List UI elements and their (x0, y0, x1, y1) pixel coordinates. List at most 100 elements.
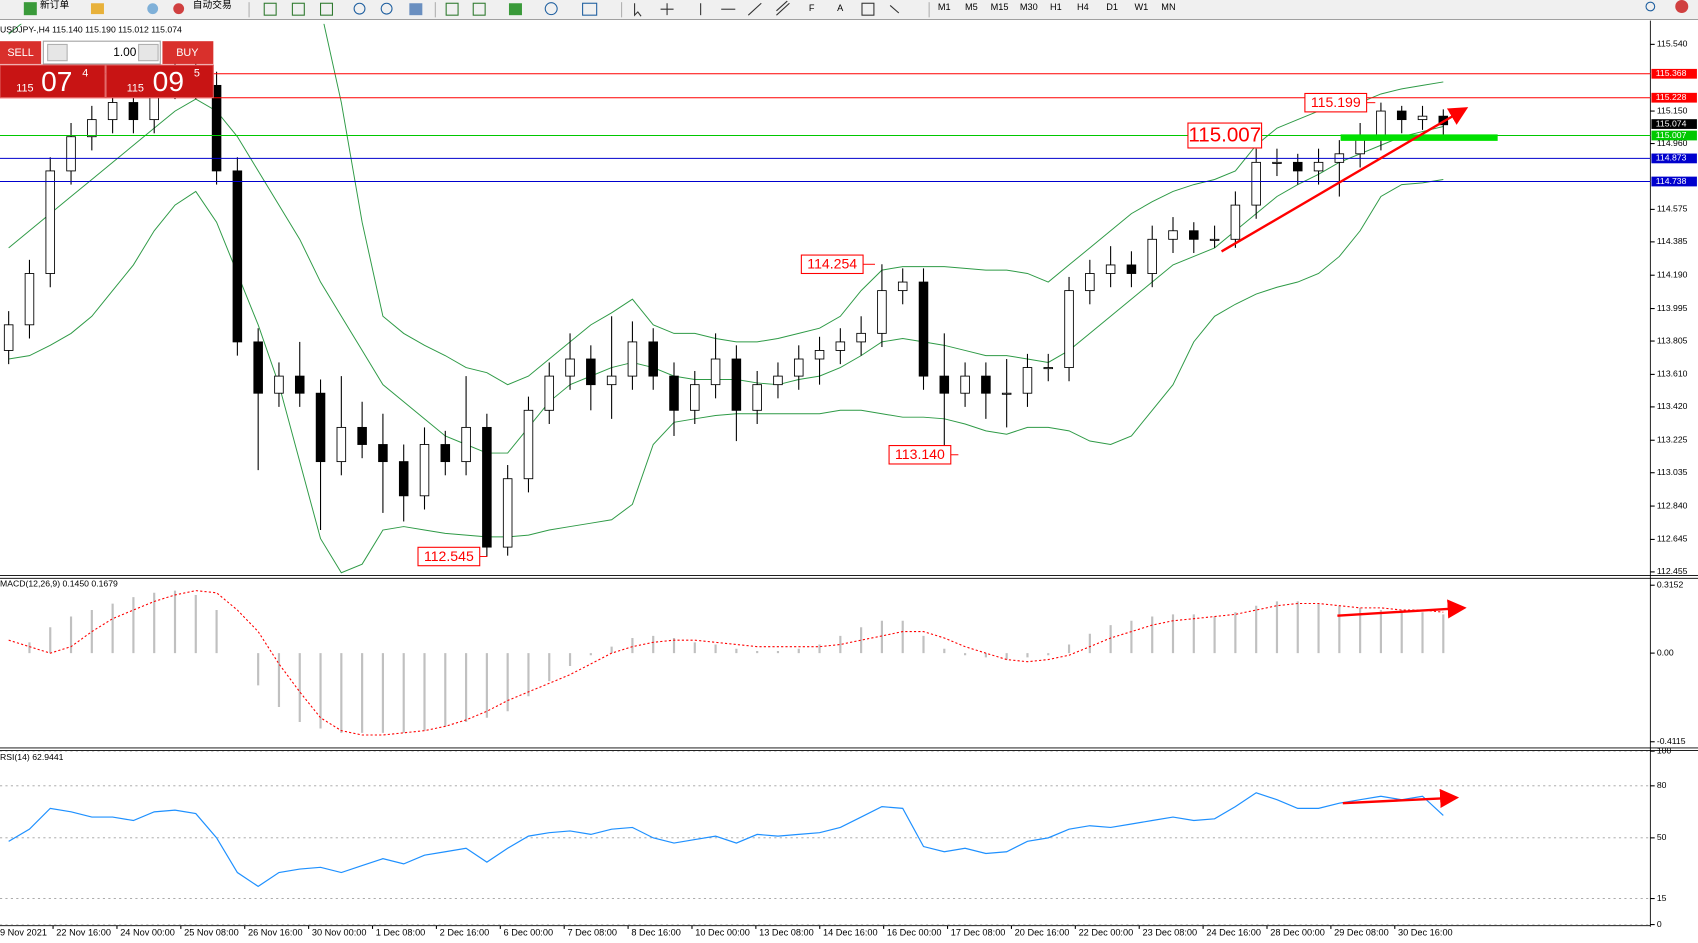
candle-body (544, 375, 555, 411)
notification-icon[interactable] (1675, 0, 1689, 14)
timeframe-button[interactable]: H4 (1077, 2, 1089, 12)
candle-body (440, 444, 451, 463)
new-order-button[interactable]: 新订单 (40, 0, 69, 11)
crosshair-tool[interactable] (660, 3, 674, 16)
toolbar-icon[interactable] (319, 2, 333, 16)
candle-body (461, 426, 471, 463)
chart-window (0, 20, 1698, 943)
rsi-line (8, 792, 1444, 888)
timeframe-button[interactable]: M5 (965, 2, 978, 12)
timeframe-button[interactable]: D1 (1106, 2, 1118, 12)
candle-body (1209, 238, 1220, 241)
auto-trading-icon[interactable] (173, 3, 185, 15)
channel-tool[interactable] (776, 0, 790, 16)
candle-body (336, 426, 347, 463)
timeframe-button[interactable]: MN (1161, 2, 1175, 12)
auto-trading-button[interactable]: 自动交易 (193, 0, 232, 11)
annotation-box (800, 254, 864, 275)
pane (8, 590, 1445, 736)
lot-input[interactable] (42, 40, 161, 65)
toolbar-icon[interactable] (291, 2, 305, 16)
toolbar (0, 0, 1698, 20)
timeframe-button[interactable]: M1 (938, 2, 951, 12)
toolbar-icon[interactable] (90, 3, 104, 15)
lot-spinner[interactable] (138, 43, 159, 62)
toolbar-icon[interactable] (409, 3, 423, 16)
sell-price-big: 115 (16, 83, 33, 95)
candle-body (981, 375, 991, 394)
candle-body (897, 281, 908, 292)
timeframe-button[interactable]: M15 (991, 2, 1009, 12)
trendline-tool[interactable] (747, 2, 762, 16)
y-tick-label: 50 (1657, 832, 1667, 842)
pane-title: MACD(12,26,9) 0.1450 0.1679 (0, 579, 118, 589)
candle-body (586, 358, 596, 386)
search-icon[interactable] (1645, 1, 1656, 12)
candle-body (1043, 367, 1054, 370)
annotation-label: 112.545 (424, 548, 474, 564)
y-tick-label: 113.420 (1657, 401, 1688, 411)
buy-price-sup: 5 (194, 68, 200, 80)
pane-title: USDJPY-,H4 115.140 115.190 115.012 115.0… (0, 25, 182, 35)
new-order-icon[interactable] (23, 2, 37, 16)
candle-body (1022, 367, 1033, 394)
time-label: 22 Nov 16:00 (56, 928, 111, 938)
candle-body (24, 273, 35, 326)
rsi-arrow (1342, 788, 1460, 808)
indicators-icon[interactable] (508, 3, 522, 16)
trend-arrow (1220, 107, 1469, 253)
label-tool[interactable] (861, 2, 875, 16)
text-tool[interactable]: A (837, 3, 844, 13)
candle-body (1272, 161, 1282, 164)
sell-price-box[interactable] (0, 64, 106, 99)
timeframe-button[interactable]: W1 (1134, 2, 1148, 12)
y-tick-label: 114.960 (1657, 138, 1688, 148)
candle-body (960, 375, 970, 394)
zoom-in[interactable] (353, 2, 366, 15)
sell-button-bg[interactable] (0, 41, 42, 64)
level-label: 115.228 (1656, 92, 1687, 102)
arrows-tool[interactable] (889, 5, 900, 14)
y-tick-label: 100 (1657, 745, 1672, 755)
toolbar-icon[interactable] (147, 3, 159, 15)
annotation-label: 113.140 (895, 446, 945, 462)
timeframe-button[interactable]: M30 (1020, 2, 1038, 12)
y-tick-label: 112.840 (1657, 500, 1688, 510)
buy-price-box[interactable] (105, 64, 214, 99)
time-label: 22 Dec 00:00 (1079, 928, 1134, 938)
zoom-out[interactable] (380, 2, 393, 15)
pane-title: RSI(14) 62.9441 (0, 752, 64, 762)
templates-icon[interactable] (582, 2, 598, 16)
candle-body (606, 375, 617, 386)
toolbar-icon[interactable] (472, 2, 486, 16)
toolbar-icon[interactable] (263, 2, 277, 16)
candle-body (274, 375, 284, 394)
cursor-tool[interactable] (634, 3, 642, 17)
y-tick-label: 114.190 (1657, 269, 1688, 279)
buy-button-bg[interactable] (162, 41, 214, 64)
trade-panel: SELL 1.00 BUY 115 07 4 115 09 5 (0, 40, 214, 99)
fibo-tool[interactable]: F (809, 3, 815, 13)
candle-body (918, 281, 929, 377)
periods-icon[interactable] (544, 2, 558, 16)
buy-price-big: 115 (127, 83, 144, 95)
time-label: 10 Dec 00:00 (695, 928, 750, 938)
candle-body (773, 375, 783, 386)
timeframe-button[interactable]: H1 (1050, 2, 1062, 12)
macd-signal-line (8, 590, 1444, 736)
lot-value[interactable]: 1.00 (113, 45, 137, 59)
time-label: 30 Dec 16:00 (1398, 928, 1453, 938)
buy-button[interactable]: BUY (176, 47, 198, 59)
toolbar-icon[interactable] (445, 2, 459, 16)
lot-spinner[interactable] (47, 43, 68, 62)
y-tick-label: 115.540 (1657, 39, 1688, 49)
sell-button[interactable]: SELL (7, 47, 33, 59)
candle-body (1105, 264, 1116, 274)
candle-body (378, 444, 388, 463)
candle-body (731, 358, 742, 411)
candle-body (793, 358, 804, 377)
y-tick-label: 112.455 (1657, 566, 1688, 576)
annotation-label: 114.254 (807, 256, 857, 272)
candle-body (752, 384, 762, 411)
time-label: 23 Dec 08:00 (1142, 928, 1197, 938)
